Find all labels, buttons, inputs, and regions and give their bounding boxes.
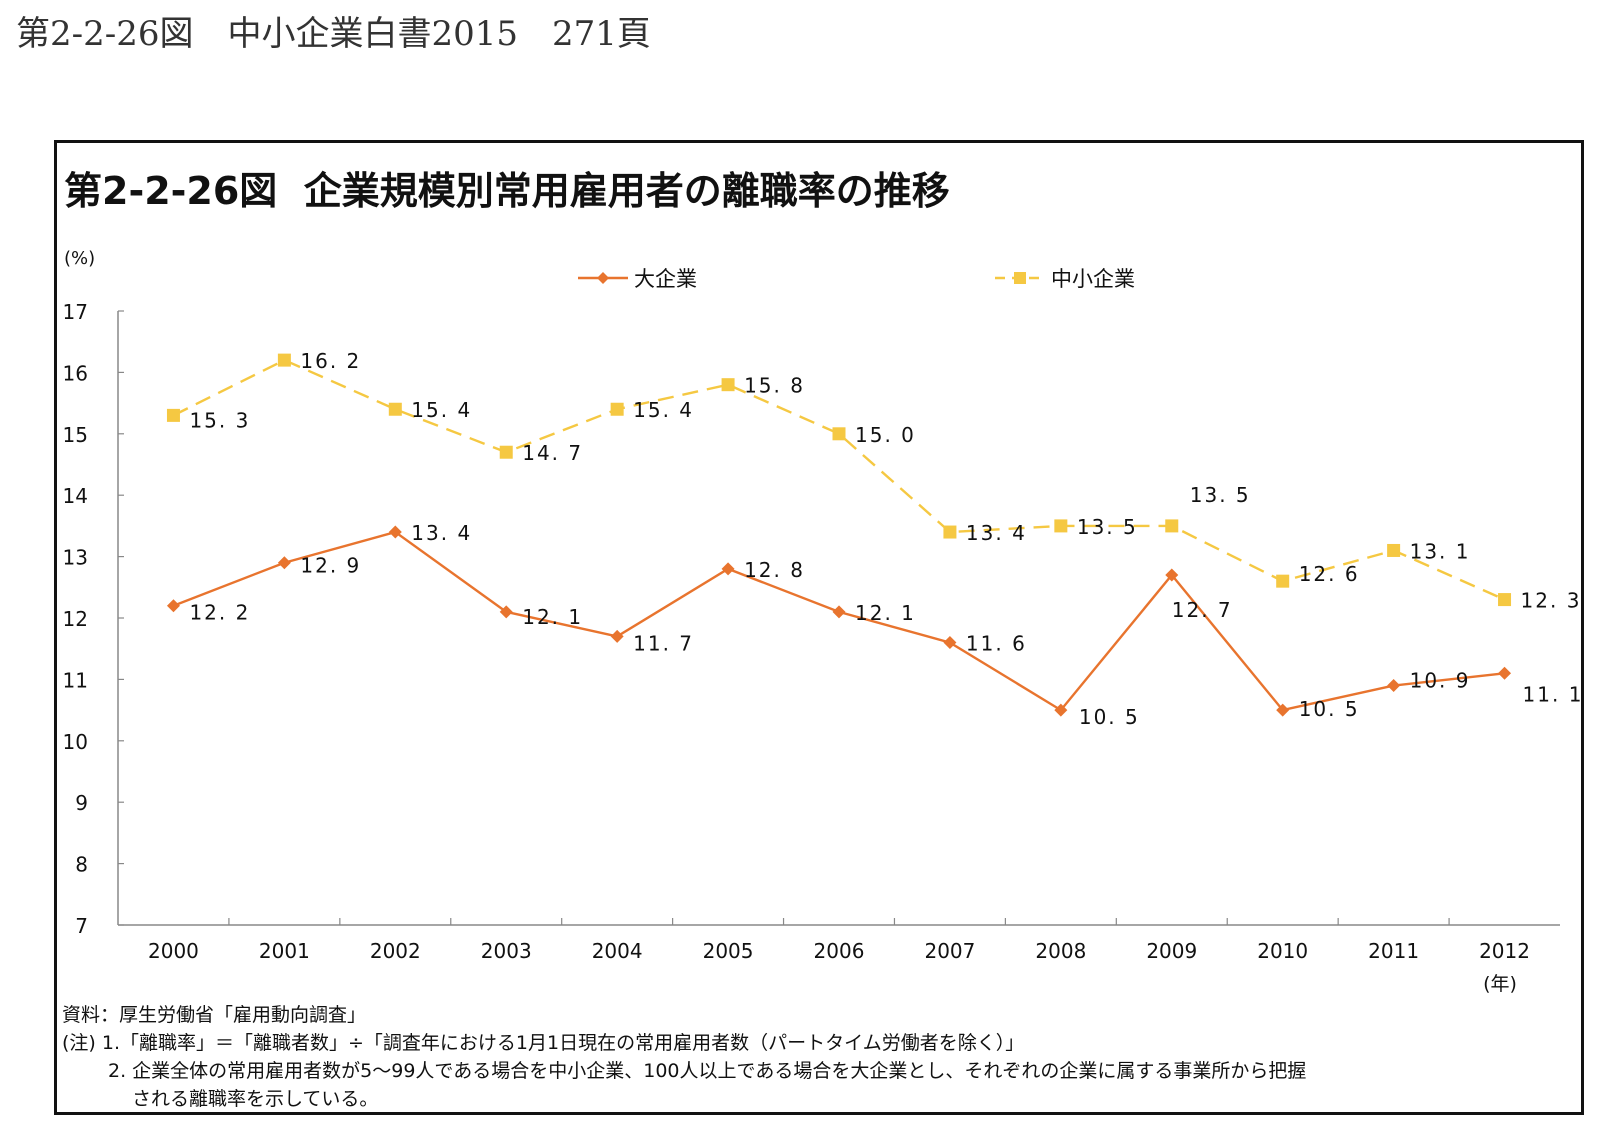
data-label-large: 10. 9 <box>1410 669 1471 693</box>
data-point-large <box>1276 703 1290 717</box>
data-point-sme <box>1165 519 1179 533</box>
y-tick-label: 7 <box>75 914 88 938</box>
data-point-large <box>1054 703 1068 717</box>
data-label-sme: 13. 5 <box>1190 483 1251 507</box>
x-tick-label: 2000 <box>148 939 199 963</box>
data-label-sme: 15. 3 <box>189 408 250 432</box>
data-point-large <box>721 562 735 576</box>
data-point-large <box>1387 679 1401 693</box>
y-tick-label: 10 <box>63 730 88 754</box>
data-label-large: 12. 1 <box>855 601 916 625</box>
legend-marker-large <box>597 272 609 284</box>
data-label-sme: 13. 4 <box>966 521 1027 545</box>
y-tick-label: 14 <box>63 484 88 508</box>
axes: 17 16 15 14 13 12 11 10 9 8 7 2000 2001 2002 2003 2004 2… <box>63 300 1560 963</box>
y-tick-label: 17 <box>63 300 88 324</box>
data-point-large <box>832 605 846 619</box>
x-tick-label: 2006 <box>814 939 865 963</box>
y-tick-label: 9 <box>75 791 88 815</box>
data-label-large: 10. 5 <box>1299 697 1360 721</box>
y-tick-label: 11 <box>63 668 88 692</box>
data-point-sme <box>1054 519 1068 533</box>
data-label-large: 11. 1 <box>1523 682 1584 706</box>
x-tick-label: 2012 <box>1479 939 1530 963</box>
x-tick-label: 2001 <box>259 939 310 963</box>
legend-label-large: 大企業 <box>634 267 697 291</box>
legend-marker-sme <box>1014 272 1026 284</box>
x-tick-label: 2007 <box>924 939 975 963</box>
data-label-large: 12. 9 <box>300 554 361 578</box>
data-point-sme <box>610 402 624 416</box>
data-point-sme <box>832 427 846 441</box>
data-label-sme: 14. 7 <box>522 441 583 465</box>
x-tick-label: 2002 <box>370 939 421 963</box>
data-label-sme: 13. 1 <box>1410 539 1471 563</box>
y-tick-label: 16 <box>63 361 88 385</box>
data-label-sme: 15. 0 <box>855 423 916 447</box>
y-tick-label: 8 <box>75 853 88 877</box>
data-point-sme <box>277 353 291 367</box>
data-point-large <box>277 556 291 570</box>
data-label-large: 11. 7 <box>633 631 694 655</box>
data-label-large: 12. 2 <box>189 601 250 625</box>
legend: 大企業 中小企業 <box>578 267 1135 291</box>
data-point-sme <box>166 408 180 422</box>
data-point-large <box>499 605 513 619</box>
footnote-source: 資料：厚生労働省「雇用動向調査」 <box>62 1004 367 1026</box>
data-point-sme <box>499 445 513 459</box>
footnote-note-2-continued: される離職率を示している。 <box>132 1088 379 1110</box>
data-point-large <box>1165 568 1179 582</box>
y-tick-label: 13 <box>63 546 88 570</box>
data-point-large <box>610 629 624 643</box>
y-axis-label: (%) <box>64 248 95 269</box>
chart-frame <box>54 140 1584 1115</box>
data-point-sme <box>1276 574 1290 588</box>
data-point-large <box>166 599 180 613</box>
data-label-large: 10. 5 <box>1079 705 1140 729</box>
data-label-sme: 12. 6 <box>1299 562 1360 586</box>
x-tick-label: 2010 <box>1257 939 1308 963</box>
y-tick-label: 15 <box>63 423 88 447</box>
data-label-large: 12. 1 <box>522 605 583 629</box>
data-label-sme: 15. 4 <box>411 398 472 422</box>
data-point-sme <box>1498 593 1512 607</box>
data-point-sme <box>943 525 957 539</box>
data-label-sme: 13. 5 <box>1077 515 1138 539</box>
chart-title: 第2-2-26図 企業規模別常用雇用者の離職率の推移 <box>64 169 950 213</box>
data-point-sme <box>1387 543 1401 557</box>
data-label-large: 11. 6 <box>966 632 1027 656</box>
series-line-large <box>173 530 1505 712</box>
x-tick-label: 2003 <box>481 939 532 963</box>
x-tick-label: 2009 <box>1146 939 1197 963</box>
footnote-note-1: (注) 1.「離職率」＝「離職者数」÷「調査年における1月1日現在の常用雇用者数… <box>62 1032 1025 1054</box>
data-point-large <box>1498 666 1512 680</box>
x-tick-label: 2011 <box>1368 939 1419 963</box>
data-label-sme: 15. 8 <box>744 374 805 398</box>
data-point-sme <box>721 378 735 392</box>
data-label-sme: 16. 2 <box>300 349 361 373</box>
page-title: 第2-2-26図 中小企業白書2015 271頁 <box>16 14 651 54</box>
x-tick-label: 2004 <box>592 939 643 963</box>
y-tick-label: 12 <box>63 607 88 631</box>
data-label-sme: 15. 4 <box>633 398 694 422</box>
legend-label-sme: 中小企業 <box>1051 267 1135 291</box>
x-tick-label: 2005 <box>703 939 754 963</box>
data-label-large: 12. 8 <box>744 558 805 582</box>
x-axis-label: (年) <box>1483 973 1517 995</box>
data-label-large: 13. 4 <box>411 521 472 545</box>
x-tick-label: 2008 <box>1035 939 1086 963</box>
data-point-large <box>943 636 957 650</box>
data-point-large <box>388 525 402 539</box>
data-label-large: 12. 7 <box>1172 598 1233 622</box>
data-point-sme <box>388 402 402 416</box>
footnote-note-2: 2. 企業全体の常用雇用者数が5～99人である場合を中小企業、100人以上である… <box>108 1060 1307 1082</box>
series-layer: 15. 3 16. 2 15. 4 14. 7 15. 4 15. 8 15. 0 13. 4… <box>166 349 1584 729</box>
data-label-sme: 12. 3 <box>1521 589 1582 613</box>
